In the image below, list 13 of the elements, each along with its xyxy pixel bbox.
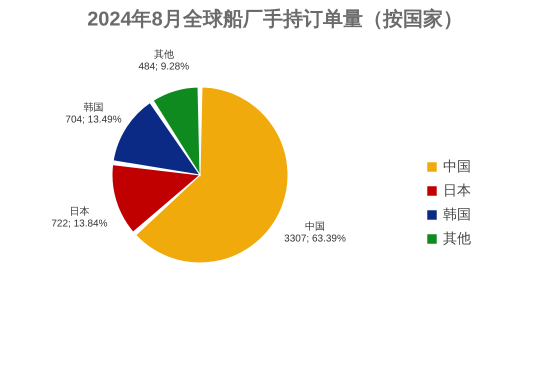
data-label: 722; 13.84% [51, 218, 108, 230]
data-label: 3307; 63.39% [284, 233, 346, 244]
slice-label: 其他 [154, 48, 174, 60]
data-label: 704; 13.49% [65, 114, 122, 126]
legend-label: 中国 [443, 158, 471, 174]
slice-label: 中国 [305, 220, 326, 232]
legend-label: 其他 [443, 230, 471, 246]
legend-label: 日本 [443, 182, 471, 198]
data-label: 484; 9.28% [138, 61, 190, 72]
chart-title: 2024年8月全球船厂手持订单量（按国家） [87, 7, 463, 30]
legend-label: 韩国 [443, 206, 471, 222]
slice-label: 韩国 [84, 102, 104, 114]
slice-label: 日本 [69, 206, 90, 218]
